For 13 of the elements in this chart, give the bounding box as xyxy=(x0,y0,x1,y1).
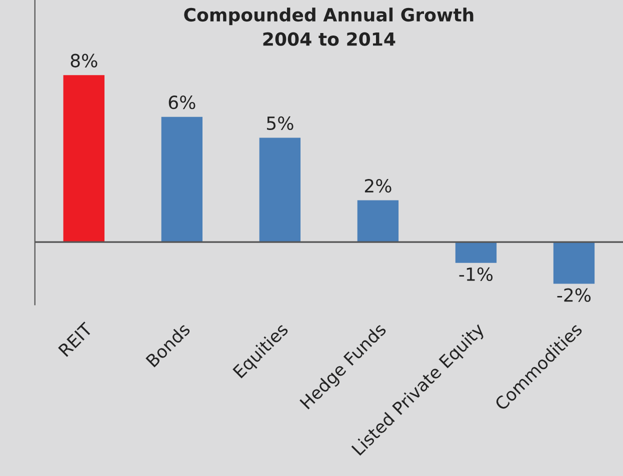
bar xyxy=(63,75,104,242)
data-label: 8% xyxy=(70,54,98,68)
bar xyxy=(553,242,595,284)
chart-title: Compounded Annual Growth 2004 to 2014 xyxy=(184,8,474,46)
data-label: -1% xyxy=(459,267,493,282)
data-label: -2% xyxy=(557,288,591,302)
bar xyxy=(259,138,301,242)
bar xyxy=(161,116,202,242)
data-label: 6% xyxy=(168,96,196,110)
bar xyxy=(455,242,497,263)
bar xyxy=(357,200,399,242)
data-label: 5% xyxy=(267,116,294,130)
data-label: 2% xyxy=(364,178,392,193)
